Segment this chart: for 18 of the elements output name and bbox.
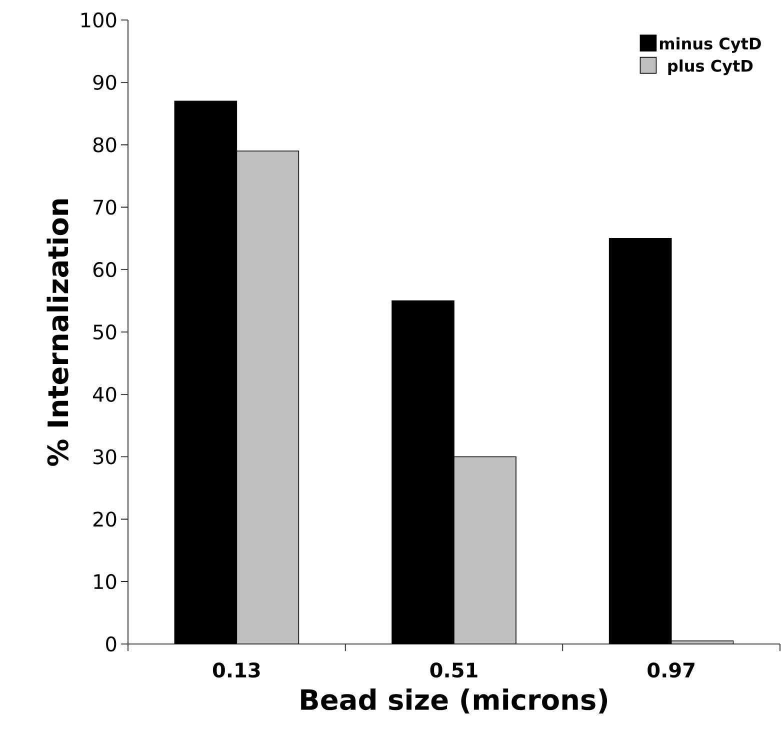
y-tick-label: 20 (93, 512, 116, 527)
y-tick-label: 10 (94, 574, 116, 590)
x-tick-label: 0.13 (212, 662, 260, 678)
y-tick-label: 60 (93, 262, 116, 278)
x-tick-label: 0.97 (648, 662, 694, 678)
y-tick-label: 100 (81, 12, 116, 28)
y-tick-label: 50 (94, 324, 116, 340)
y-tick-label: 0 (106, 636, 116, 652)
x-axis-title: Bead size (microns) (301, 688, 608, 714)
y-tick-label: 30 (94, 449, 116, 464)
legend-label: plus CytD (668, 59, 753, 76)
legend-label: minus CytD (660, 37, 761, 53)
y-axis-title: % Internalization (46, 199, 68, 466)
y-tick-label: 80 (93, 137, 116, 152)
y-tick-label: 90 (93, 74, 116, 90)
y-tick-label: 40 (92, 386, 116, 402)
x-tick-label: 0.51 (430, 662, 478, 678)
y-tick-label: 70 (94, 200, 116, 215)
